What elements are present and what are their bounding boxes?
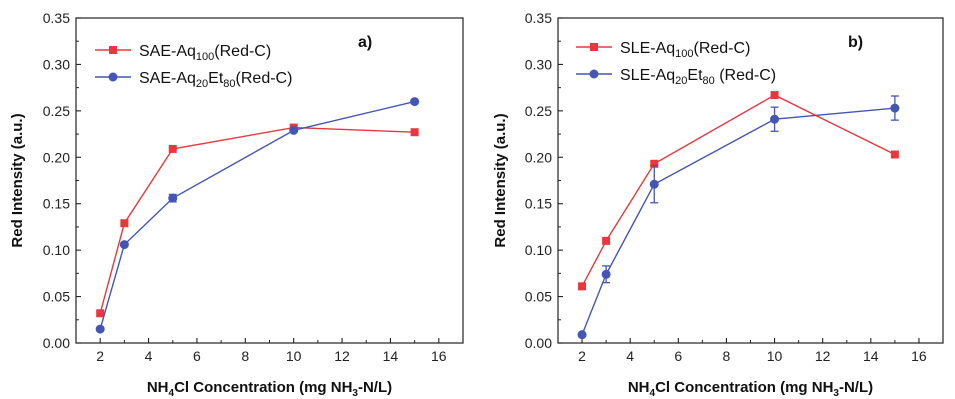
y-tick-label: 0.35 [43,10,70,26]
y-tick-label: 0.30 [43,56,70,72]
data-point [578,282,587,291]
panel-label: a) [358,34,372,51]
y-axis-title: Red Intensity (a.u.) [9,113,26,247]
x-tick-label: 12 [815,348,831,364]
legend-label: SAE-Aq20Et80(Red-C) [139,70,292,90]
x-tick-label: 2 [578,348,586,364]
y-tick-label: 0.20 [525,149,552,165]
legend-marker [590,43,598,51]
x-tick-label: 12 [334,348,350,364]
legend-label: SAE-Aq100(Red-C) [139,43,271,63]
series-line-1 [581,107,895,335]
x-tick-label: 10 [286,348,302,364]
data-point [577,330,587,340]
chart-panel-b: 0.00 0.05 0.10 0.15 0.20 0.25 0.30 0.35 2 4 6 8 10 12… [492,10,944,399]
data-point [601,269,611,279]
series-line-0 [581,94,896,287]
y-tick-label: 0.25 [525,103,552,119]
data-point [95,324,105,334]
y-axis-title: Red Intensity (a.u.) [492,113,509,247]
y-tick-label: 0.10 [525,242,552,258]
data-point [650,159,659,168]
x-tick-label: 2 [96,348,104,364]
y-tick-label: 0.05 [43,289,70,305]
series-line-1 [99,100,415,330]
x-tick-label: 8 [241,348,249,364]
data-point [410,97,420,107]
data-point [96,309,105,318]
data-point [120,219,129,228]
data-point [770,114,780,124]
legend-marker [589,69,599,79]
panel-label: b) [848,34,863,51]
data-point [770,91,779,100]
x-tick-label: 6 [193,348,201,364]
y-tick-label: 0.10 [43,242,70,258]
data-point [168,144,177,153]
x-tick-label: 16 [431,348,447,364]
legend-marker [109,46,117,54]
y-tick-label: 0.00 [43,335,70,351]
chart-panel-a: 0.00 0.05 0.10 0.15 0.20 0.25 0.30 0.35 2 4 6 8 10 12… [9,10,464,399]
x-tick-label: 8 [723,348,731,364]
y-tick-label: 0.30 [525,56,552,72]
data-point [289,125,299,135]
x-tick-label: 4 [145,348,153,364]
y-tick-label: 0.35 [525,10,552,26]
x-tick-label: 14 [383,348,399,364]
y-tick-label: 0.15 [525,196,552,212]
x-tick-label: 16 [911,348,927,364]
legend-label: SLE-Aq20Et80 (Red-C) [620,67,776,87]
x-tick-label: 4 [626,348,634,364]
data-point [119,240,129,250]
data-point [890,150,899,159]
x-axis-title: NH4Cl Concentration (mg NH3-N/L) [628,379,873,399]
data-point [410,128,419,137]
plot-frame [75,17,464,344]
legend-marker [108,72,118,82]
x-axis-title: NH4Cl Concentration (mg NH3-N/L) [147,379,392,399]
data-point [168,193,178,203]
data-point [602,236,611,245]
y-tick-label: 0.20 [43,149,70,165]
x-tick-label: 14 [863,348,879,364]
y-tick-label: 0.25 [43,103,70,119]
x-tick-label: 6 [674,348,682,364]
series-line-0 [99,126,415,314]
data-point [890,103,900,113]
legend-label: SLE-Aq100(Red-C) [620,40,750,60]
y-tick-label: 0.15 [43,196,70,212]
data-point [649,179,659,189]
y-tick-label: 0.00 [525,335,552,351]
x-tick-label: 10 [767,348,783,364]
y-tick-label: 0.05 [525,289,552,305]
